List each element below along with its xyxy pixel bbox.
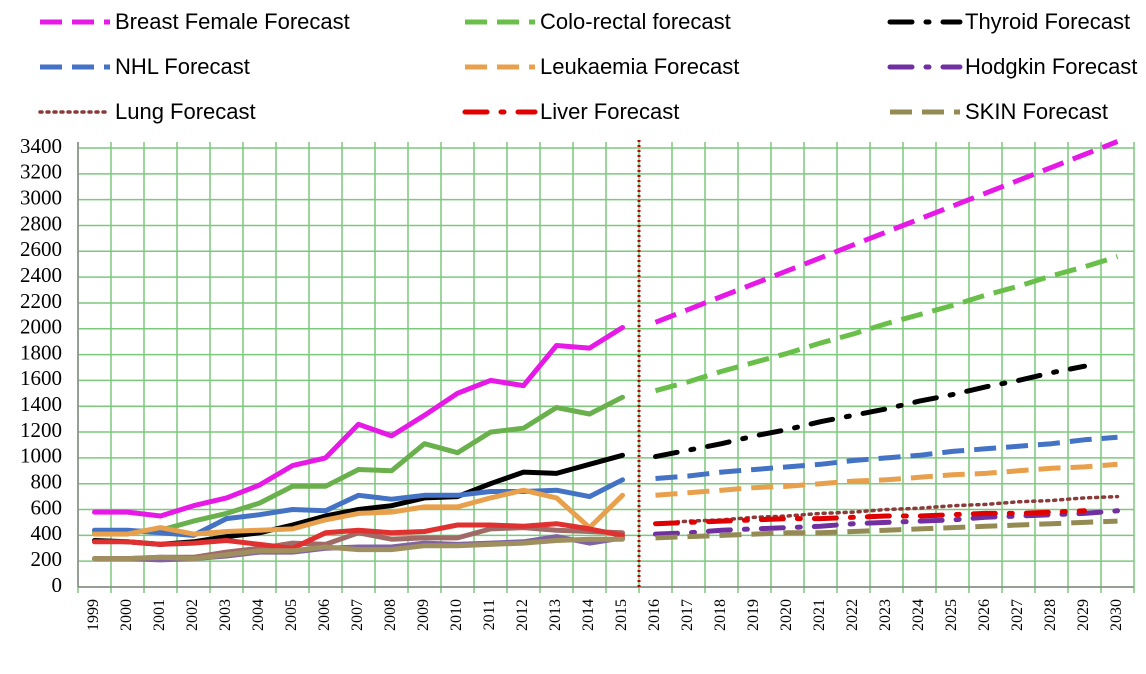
x-tick-label: 2004 <box>250 599 267 631</box>
x-tick-label: 2026 <box>976 599 993 631</box>
legend: Breast Female Forecast Colo-rectal foreca… <box>38 9 1137 124</box>
y-tick-label: 200 <box>31 547 63 571</box>
legend-label: Breast Female Forecast <box>115 9 350 34</box>
series-line <box>655 518 1118 541</box>
y-tick-label: 3400 <box>20 134 62 158</box>
y-tick-label: 2200 <box>20 289 62 313</box>
legend-label: Colo-rectal forecast <box>540 9 731 34</box>
y-tick-label: 800 <box>31 470 63 494</box>
y-tick-label: 2600 <box>20 237 62 261</box>
series-line <box>655 434 1118 481</box>
x-tick-label: 2025 <box>943 599 960 631</box>
y-tick-label: 1200 <box>20 418 62 442</box>
x-tick-label: 2020 <box>778 599 795 631</box>
series-line <box>655 461 1118 498</box>
y-tick-label: 0 <box>52 573 63 597</box>
series-line <box>653 508 1120 537</box>
y-tick-label: 2800 <box>20 211 62 235</box>
x-tick-label: 2014 <box>580 599 597 631</box>
y-tick-label: 1000 <box>20 444 62 468</box>
x-tick-label: 2007 <box>349 599 366 631</box>
x-tick-label: 2011 <box>481 599 498 630</box>
x-tick-label: 2001 <box>151 599 168 631</box>
y-tick-label: 2000 <box>20 315 62 339</box>
x-tick-label: 2010 <box>448 599 465 631</box>
legend-label: Hodgkin Forecast <box>965 54 1137 79</box>
x-tick-label: 2006 <box>316 599 333 631</box>
x-tick-label: 2009 <box>415 599 432 631</box>
x-tick-label: 2018 <box>712 599 729 631</box>
legend-label: Leukaemia Forecast <box>540 54 739 79</box>
x-tick-label: 2013 <box>547 599 564 631</box>
y-tick-label: 600 <box>31 495 63 519</box>
x-tick-label: 2015 <box>613 599 630 631</box>
x-tick-label: 2002 <box>184 599 201 631</box>
y-tick-label: 3000 <box>20 185 62 209</box>
grid: 0200400600800100012001400160018002000220… <box>20 134 1135 631</box>
x-tick-label: 2029 <box>1075 599 1092 631</box>
series-line <box>92 487 625 537</box>
x-tick-label: 2027 <box>1009 599 1026 631</box>
series-line <box>654 139 1119 325</box>
x-tick-label: 2028 <box>1042 599 1059 631</box>
series-line <box>653 363 1087 460</box>
x-tick-label: 2022 <box>844 599 861 631</box>
x-tick-label: 1999 <box>85 599 102 631</box>
x-tick-label: 2016 <box>646 599 663 631</box>
legend-label: Liver Forecast <box>540 99 679 124</box>
series-line <box>654 254 1119 394</box>
x-tick-label: 2005 <box>283 599 300 631</box>
y-tick-label: 400 <box>31 521 63 545</box>
series-line <box>92 521 625 551</box>
y-tick-label: 1600 <box>20 366 62 390</box>
series-line <box>653 508 1087 527</box>
legend-label: SKIN Forecast <box>965 99 1108 124</box>
x-tick-label: 2000 <box>118 599 135 631</box>
x-tick-label: 2008 <box>382 599 399 631</box>
y-tick-label: 1400 <box>20 392 62 416</box>
x-tick-label: 2003 <box>217 599 234 631</box>
x-tick-label: 2019 <box>745 599 762 631</box>
legend-label: Lung Forecast <box>115 99 256 124</box>
legend-label: NHL Forecast <box>115 54 250 79</box>
x-tick-label: 2023 <box>877 599 894 631</box>
series-line <box>92 536 625 562</box>
x-tick-label: 2012 <box>514 599 531 631</box>
series-line <box>92 325 625 519</box>
x-tick-label: 2024 <box>910 599 927 631</box>
x-tick-label: 2017 <box>679 599 696 631</box>
y-tick-label: 3200 <box>20 160 62 184</box>
series-line <box>653 494 1120 526</box>
series-line <box>92 394 625 536</box>
plot <box>92 139 1120 563</box>
y-tick-label: 1800 <box>20 340 62 364</box>
y-tick-label: 2400 <box>20 263 62 287</box>
x-tick-label: 2021 <box>811 599 828 631</box>
legend-label: Thyroid Forecast <box>965 9 1130 34</box>
x-tick-label: 2030 <box>1108 599 1125 631</box>
